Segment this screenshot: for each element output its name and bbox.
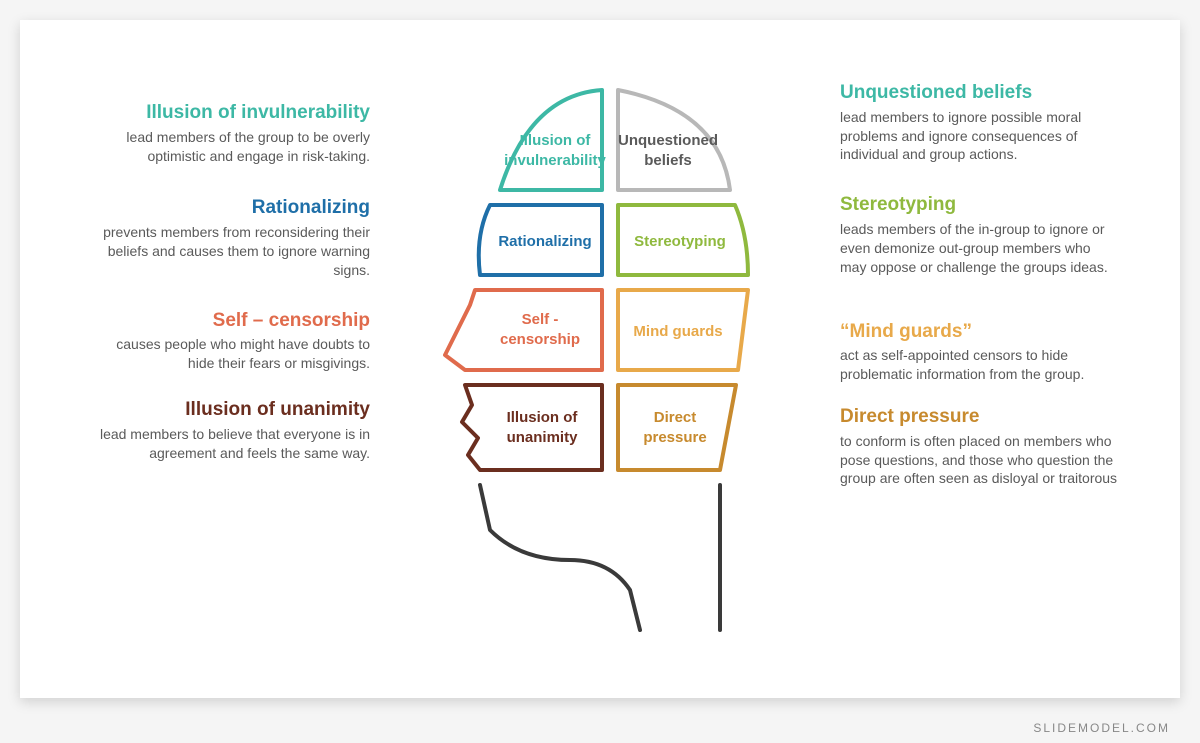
- desc-invulnerability: lead members of the group to be overly o…: [90, 128, 370, 166]
- desc-stereotyping: leads members of the in-group to ignore …: [840, 220, 1120, 277]
- title-direct-pressure: Direct pressure: [840, 404, 1120, 430]
- title-unquestioned: Unquestioned beliefs: [840, 80, 1120, 106]
- title-rationalizing: Rationalizing: [90, 195, 370, 221]
- left-column: Illusion of invulnerability lead members…: [90, 100, 370, 487]
- desc-direct-pressure: to conform is often placed on members wh…: [840, 432, 1120, 489]
- label-self-censorship-1: Self -: [522, 311, 559, 328]
- label-unanimity-2: unanimity: [507, 429, 578, 446]
- label-unquestioned-1: Unquestioned: [618, 132, 718, 149]
- label-invulnerability-2: invulnerability: [504, 152, 606, 169]
- title-mind-guards: “Mind guards”: [840, 319, 1120, 345]
- label-unanimity-1: Illusion of: [507, 409, 579, 426]
- segment-self-censorship: [445, 290, 602, 370]
- item-self-censorship: Self – censorship causes people who migh…: [90, 308, 370, 373]
- item-unquestioned: Unquestioned beliefs lead members to ign…: [840, 80, 1120, 164]
- item-direct-pressure: Direct pressure to conform is often plac…: [840, 404, 1120, 488]
- slide-container: Illusion of invulnerability lead members…: [20, 20, 1180, 698]
- desc-mind-guards: act as self-appointed censors to hide pr…: [840, 346, 1120, 384]
- item-invulnerability: Illusion of invulnerability lead members…: [90, 100, 370, 165]
- segment-direct-pressure: [618, 385, 736, 470]
- desc-unanimity: lead members to believe that everyone is…: [90, 425, 370, 463]
- title-self-censorship: Self – censorship: [90, 308, 370, 334]
- title-unanimity: Illusion of unanimity: [90, 397, 370, 423]
- label-stereotyping: Stereotyping: [634, 233, 726, 250]
- desc-self-censorship: causes people who might have doubts to h…: [90, 335, 370, 373]
- label-rationalizing: Rationalizing: [498, 233, 591, 250]
- item-rationalizing: Rationalizing prevents members from reco…: [90, 195, 370, 279]
- label-invulnerability-1: Illusion of: [520, 132, 592, 149]
- label-direct-pressure-1: Direct: [654, 409, 697, 426]
- label-unquestioned-2: beliefs: [644, 152, 692, 169]
- segment-unanimity: [462, 385, 602, 470]
- item-stereotyping: Stereotyping leads members of the in-gro…: [840, 192, 1120, 276]
- segment-neck: [480, 485, 720, 630]
- title-invulnerability: Illusion of invulnerability: [90, 100, 370, 126]
- label-direct-pressure-2: pressure: [643, 429, 706, 446]
- item-mind-guards: “Mind guards” act as self-appointed cens…: [840, 319, 1120, 384]
- title-stereotyping: Stereotyping: [840, 192, 1120, 218]
- desc-unquestioned: lead members to ignore possible moral pr…: [840, 108, 1120, 165]
- watermark: SLIDEMODEL.COM: [1033, 721, 1170, 735]
- right-column: Unquestioned beliefs lead members to ign…: [840, 80, 1120, 508]
- desc-rationalizing: prevents members from reconsidering thei…: [90, 223, 370, 280]
- item-unanimity: Illusion of unanimity lead members to be…: [90, 397, 370, 462]
- label-self-censorship-2: censorship: [500, 331, 580, 348]
- label-mind-guards: Mind guards: [633, 323, 722, 340]
- head-diagram: Illusion of invulnerability Unquestioned…: [400, 60, 820, 660]
